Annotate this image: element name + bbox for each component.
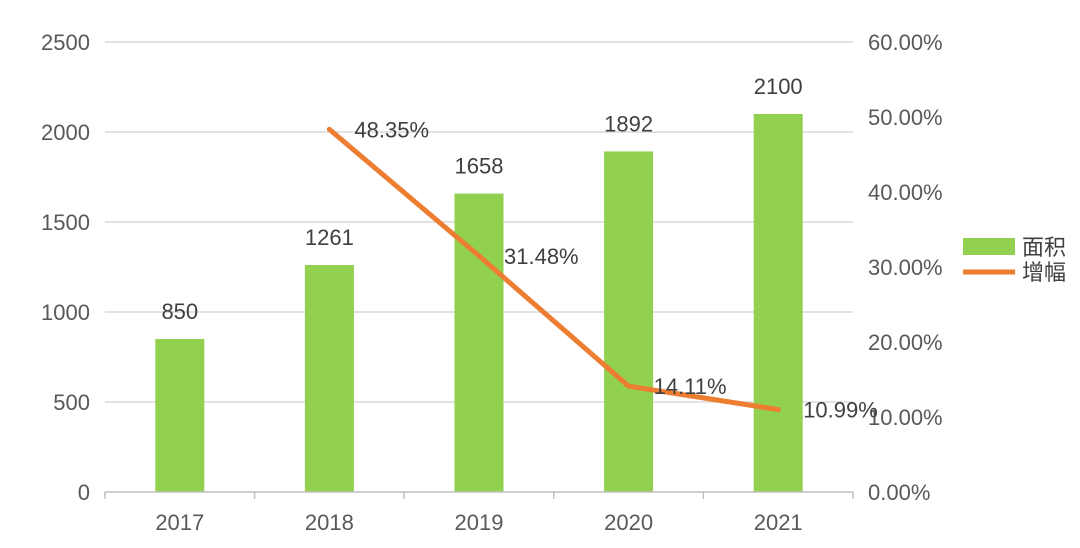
y-left-tick-label: 2000 [41,120,90,145]
y-right-tick-label: 40.00% [868,180,943,205]
legend-label: 面积 [1022,236,1066,261]
y-left-tick-label: 2500 [41,30,90,55]
data-labels: 850 1261 1658 1892 2100 48.35% 31.48% 14.11% 10.… [161,74,877,423]
line-value-label: 14.11% [654,374,727,399]
line-point [626,383,632,389]
bar-value-label: 1892 [604,111,653,136]
x-axis: 2017 2018 2019 2020 2021 [104,491,854,535]
line-point [476,253,482,259]
x-tick-label: 2019 [455,510,504,535]
y-left-tick-label: 0 [78,480,90,505]
legend-swatch-bar [963,238,1015,255]
x-tick-label: 2021 [754,510,803,535]
line-series [326,126,781,413]
y-right-tick-label: 30.00% [868,255,943,280]
bar [753,114,803,492]
bar-value-label: 2100 [754,74,803,99]
legend-label: 增幅 [1022,261,1066,286]
bar-value-label: 1658 [455,154,504,179]
bar [604,151,654,492]
line-value-label: 48.35% [354,117,429,142]
y-left-tick-label: 1500 [41,210,90,235]
y-left-tick-label: 500 [53,390,90,415]
x-tick-label: 2017 [155,510,204,535]
line-value-label: 31.48% [504,244,579,269]
bar-value-label: 850 [161,299,198,324]
y-right-tick-label: 10.00% [868,405,943,430]
y-axis-right: 0.00% 10.00% 20.00% 30.00% 40.00% 50.00% 60.00… [868,30,943,505]
bar [304,265,354,492]
y-right-tick-label: 60.00% [868,30,943,55]
line-point [326,126,332,132]
y-axis-left: 0 500 1000 1500 2000 2500 [41,30,90,505]
x-tick-label: 2018 [305,510,354,535]
x-tick-label: 2020 [604,510,653,535]
y-right-tick-label: 50.00% [868,105,943,130]
y-right-tick-label: 0.00% [868,480,930,505]
bar-value-label: 1261 [305,225,354,250]
bar [155,339,205,492]
y-right-tick-label: 20.00% [868,330,943,355]
y-left-tick-label: 1000 [41,300,90,325]
line-value-label: 10.99% [803,398,878,423]
line-path [326,126,781,413]
line-point [775,407,781,413]
